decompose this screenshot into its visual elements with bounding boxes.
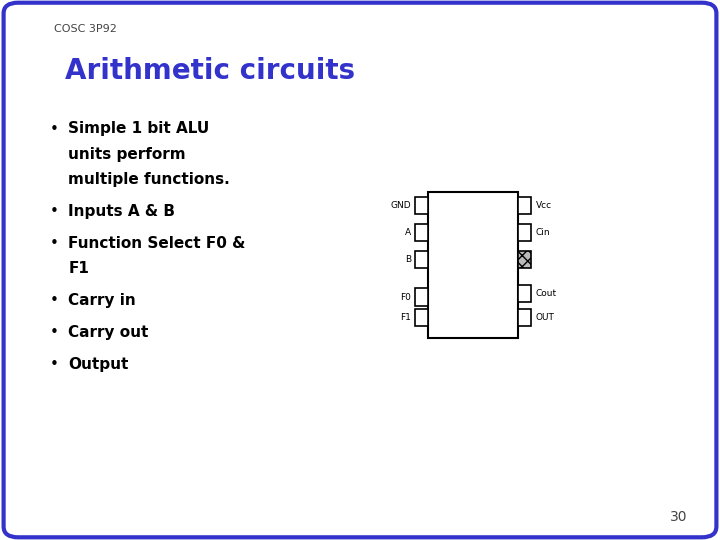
Bar bbox=[518, 197, 531, 214]
Text: Output: Output bbox=[68, 357, 129, 372]
Text: Simple 1 bit ALU: Simple 1 bit ALU bbox=[68, 122, 210, 137]
Text: •: • bbox=[50, 293, 58, 308]
Bar bbox=[518, 285, 531, 302]
Text: B: B bbox=[405, 255, 411, 264]
Bar bbox=[518, 251, 531, 268]
Text: multiple functions.: multiple functions. bbox=[68, 172, 230, 187]
Text: Arithmetic circuits: Arithmetic circuits bbox=[65, 57, 355, 85]
Bar bbox=[415, 224, 428, 241]
Text: GND: GND bbox=[390, 201, 411, 210]
Text: Carry out: Carry out bbox=[68, 325, 149, 340]
Text: F1: F1 bbox=[400, 313, 411, 322]
Bar bbox=[518, 309, 531, 326]
Text: •: • bbox=[50, 122, 58, 137]
Text: •: • bbox=[50, 236, 58, 251]
Text: Cin: Cin bbox=[536, 228, 550, 237]
FancyBboxPatch shape bbox=[4, 3, 716, 537]
Text: •: • bbox=[50, 325, 58, 340]
Text: Cout: Cout bbox=[536, 289, 557, 298]
Text: units perform: units perform bbox=[68, 147, 186, 162]
Bar bbox=[415, 309, 428, 326]
Text: Vcc: Vcc bbox=[536, 201, 552, 210]
Text: •: • bbox=[50, 357, 58, 372]
Text: COSC 3P92: COSC 3P92 bbox=[54, 24, 117, 35]
Text: •: • bbox=[50, 204, 58, 219]
Bar bbox=[428, 192, 518, 338]
Text: F0: F0 bbox=[400, 293, 411, 301]
Bar bbox=[415, 197, 428, 214]
Text: A: A bbox=[405, 228, 411, 237]
Text: F1: F1 bbox=[68, 261, 89, 276]
Bar bbox=[518, 224, 531, 241]
Text: Inputs A & B: Inputs A & B bbox=[68, 204, 176, 219]
Text: OUT: OUT bbox=[536, 313, 554, 322]
Bar bbox=[415, 288, 428, 306]
Text: Function Select F0 &: Function Select F0 & bbox=[68, 236, 246, 251]
Text: Carry in: Carry in bbox=[68, 293, 136, 308]
Bar bbox=[415, 251, 428, 268]
Text: 30: 30 bbox=[670, 510, 688, 524]
